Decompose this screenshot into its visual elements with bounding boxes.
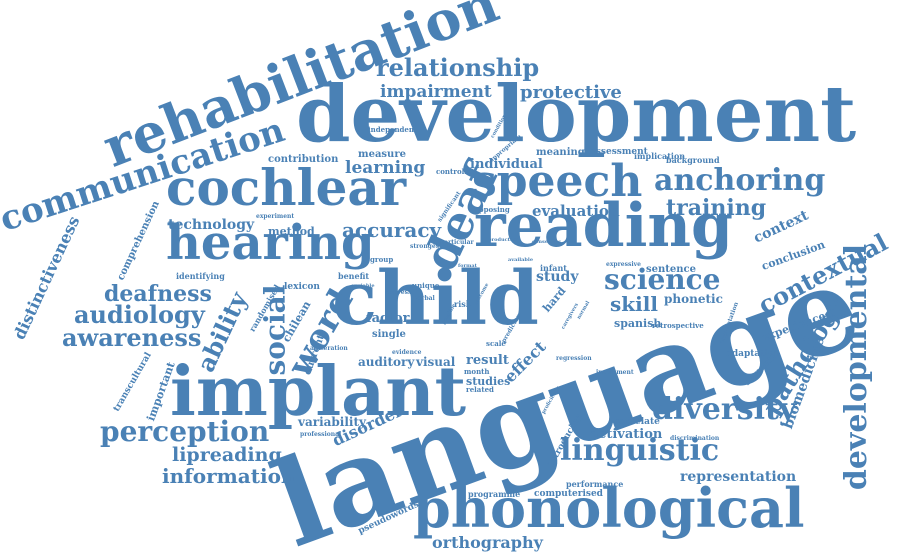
word-particular: particular xyxy=(440,239,474,246)
word-controlled: controlled xyxy=(436,167,477,176)
word-activation: activation xyxy=(590,427,663,442)
word-auditory: auditory xyxy=(358,355,415,369)
word-express: express xyxy=(386,289,412,296)
word-accuracy: accuracy xyxy=(342,218,442,242)
word-factor: factor xyxy=(366,311,410,326)
word-variability: variability xyxy=(298,415,366,429)
word-scale: scale xyxy=(486,339,506,348)
word-implication: implication xyxy=(634,151,686,161)
word-retrospective: retrospective xyxy=(652,321,704,330)
word-training: training xyxy=(666,195,767,221)
word-hearing: hearing xyxy=(166,215,375,271)
word-evidence: evidence xyxy=(392,349,422,356)
word-independent: independent xyxy=(368,125,418,134)
word-transcultural: transcultural xyxy=(111,350,154,414)
word-spanish: spanish xyxy=(614,317,662,330)
word-visual: visual xyxy=(416,355,456,369)
word-learning: learning xyxy=(345,158,426,178)
word-performance: performance xyxy=(566,479,624,489)
word-correlate: correlate xyxy=(614,417,660,427)
word-discrimination: discrimination xyxy=(670,435,720,442)
word-anchoring: anchoring xyxy=(654,163,826,198)
word-assessment: assessment xyxy=(590,147,648,157)
word-science: science xyxy=(604,263,721,296)
word-child: child xyxy=(332,256,539,342)
word-measure: measure xyxy=(358,149,406,160)
word-meaning: meaning xyxy=(536,147,585,158)
word-unique: unique xyxy=(412,281,440,290)
word-regression: regression xyxy=(556,355,592,362)
word-adaptation: adaptation xyxy=(726,349,781,359)
word-comprehension: comprehension xyxy=(115,199,162,283)
word-cochlear: cochlear xyxy=(166,158,407,217)
word-technology: technology xyxy=(168,217,255,233)
word-linguistic: linguistic xyxy=(560,433,720,468)
word-developmental: developmental xyxy=(839,243,875,491)
word-deafness: deafness xyxy=(104,281,212,307)
word-strongest: strongest xyxy=(410,243,442,250)
word-identifying: identifying xyxy=(176,271,225,281)
word-lipreading: lipreading xyxy=(172,444,282,466)
word-related: related xyxy=(466,385,494,394)
word-programme: programme xyxy=(468,489,521,499)
word-variable: variable xyxy=(352,283,375,289)
word-infant: infant xyxy=(540,263,567,273)
word-consensus: consensus xyxy=(532,239,561,245)
word-expressive: expressive xyxy=(606,261,641,268)
word-experiment: experiment xyxy=(256,213,295,220)
word-protective: protective xyxy=(520,82,622,103)
word-skill: skill xyxy=(610,292,658,316)
word-representation: representation xyxy=(680,469,797,485)
word-implant: implant xyxy=(170,352,467,432)
word-format: format xyxy=(458,263,477,269)
word-evaluation: evaluation xyxy=(532,202,620,220)
word-impairment: impairment xyxy=(380,82,492,102)
word-opposing: opposing xyxy=(474,205,510,214)
word-relationship: relationship xyxy=(376,53,540,82)
word-development: development xyxy=(296,69,857,160)
word-reading: reading xyxy=(474,191,733,261)
word-hard: hard xyxy=(540,284,569,315)
word-lexicon: lexicon xyxy=(284,282,320,292)
word-method: method xyxy=(268,225,315,238)
word-single: single xyxy=(372,329,406,340)
word-verbal: verbal xyxy=(414,295,435,302)
word-instrument: instrument xyxy=(596,369,634,376)
word-audiology: audiology xyxy=(74,300,205,329)
word-phonological: phonological xyxy=(413,476,805,540)
word-group: group xyxy=(370,255,394,264)
word-result: result xyxy=(466,353,509,368)
word-perception: perception xyxy=(100,415,270,448)
word-production: production xyxy=(488,237,519,243)
word-contribution: contribution xyxy=(268,154,339,165)
word-sentence: sentence xyxy=(646,264,696,275)
word-risk: risk xyxy=(454,299,472,309)
word-individual: individual xyxy=(470,157,543,172)
word-information: information xyxy=(162,464,296,488)
word-awareness: awareness xyxy=(62,323,202,352)
word-orthography: orthography xyxy=(432,533,543,552)
word-professional: professional xyxy=(300,431,342,438)
word-computerised: computerised xyxy=(534,489,603,499)
word-month: month xyxy=(464,367,490,376)
word-phonetic: phonetic xyxy=(664,292,723,306)
word-studies: studies xyxy=(466,375,511,388)
word-study: study xyxy=(536,269,579,285)
word-alliteration: alliteration xyxy=(310,345,348,352)
word-available: available xyxy=(508,257,533,263)
word-benefit: benefit xyxy=(338,271,370,281)
word-speech: speech xyxy=(472,156,643,207)
word-background: background xyxy=(666,155,720,165)
word-diversity: diversity xyxy=(652,392,797,427)
word-normal: normal xyxy=(575,300,592,321)
